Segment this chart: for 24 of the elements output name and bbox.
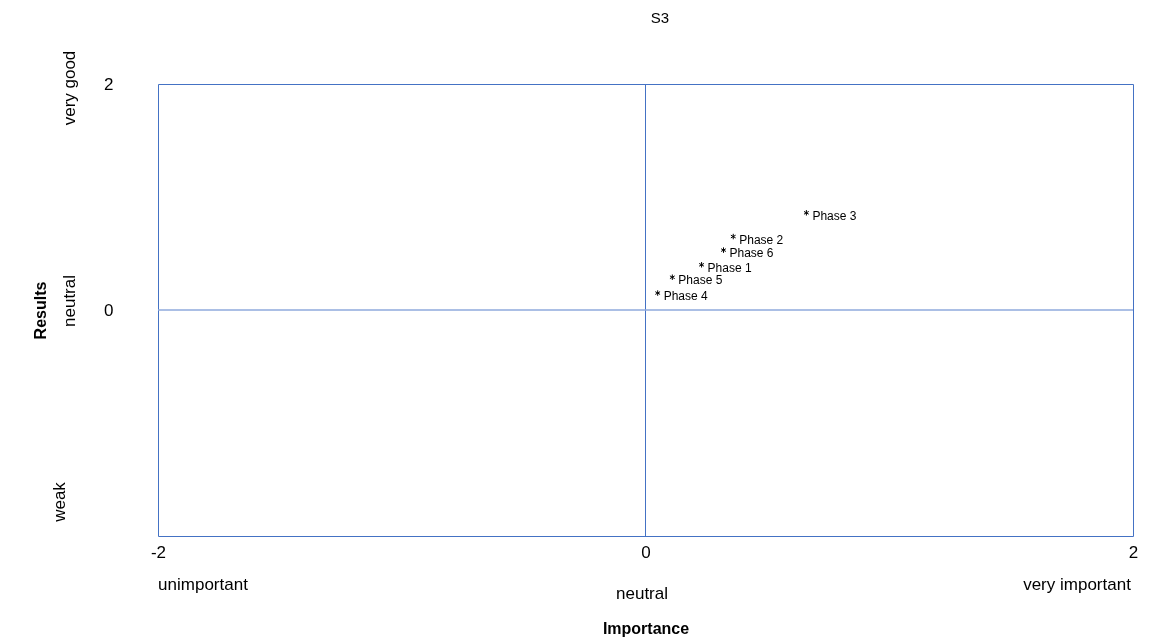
- point: [730, 233, 737, 240]
- text: weak: [50, 481, 69, 523]
- x-tick-label: 0: [641, 542, 651, 562]
- x-axis-title: Importance: [602, 619, 690, 637]
- series-label: Phase 4: [663, 289, 709, 304]
- text: unimportant: [158, 575, 249, 594]
- series-label: Phase 2: [739, 232, 784, 247]
- point: [654, 289, 661, 297]
- chart-title: S3: [650, 9, 670, 26]
- series-label: Phase 3: [812, 208, 857, 223]
- text: neutral: [616, 584, 668, 603]
- text: very good: [60, 50, 79, 126]
- text: very important: [1023, 575, 1132, 594]
- point: [698, 261, 705, 269]
- y-axis-title: Results: [32, 281, 50, 340]
- point: [720, 246, 727, 254]
- text: neutral: [60, 275, 79, 327]
- series-label: Phase 5: [678, 273, 723, 288]
- series-label: Phase 6: [729, 246, 774, 261]
- point: [803, 209, 810, 217]
- x-tick-label: 2: [1128, 542, 1139, 562]
- point: [669, 273, 676, 281]
- x-tick-label: -2: [150, 542, 167, 562]
- series-label: Phase 1: [707, 260, 752, 275]
